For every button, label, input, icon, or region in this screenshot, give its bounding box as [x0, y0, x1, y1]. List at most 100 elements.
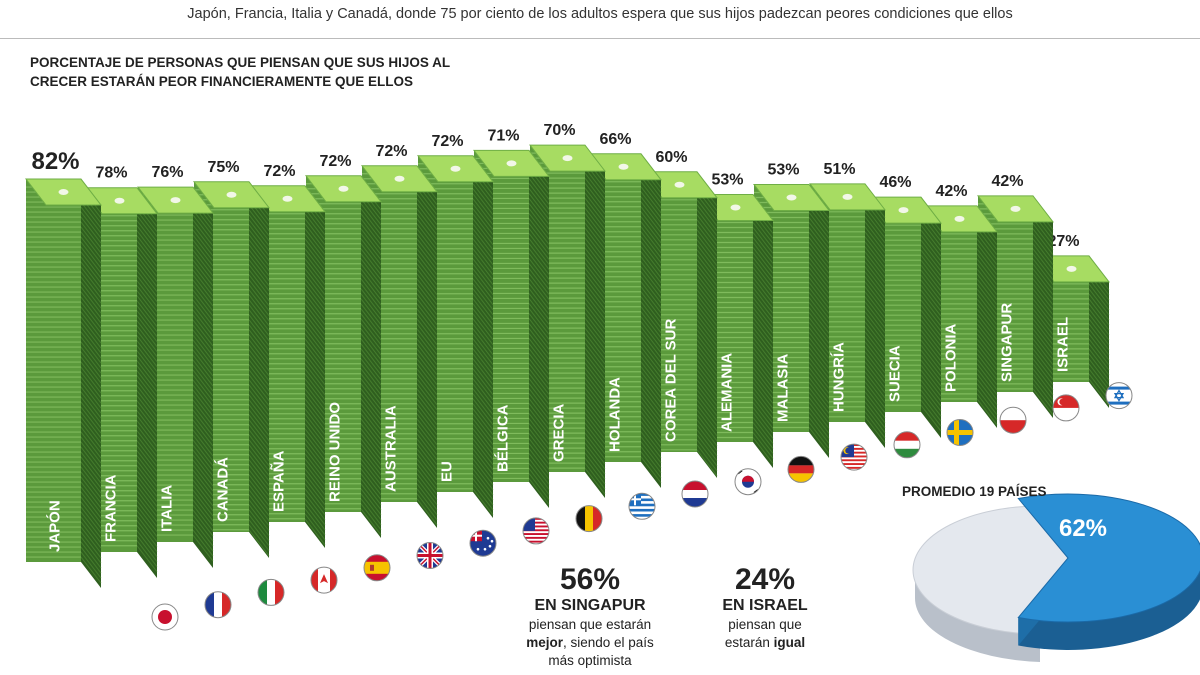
- bar-side: [529, 150, 549, 508]
- value-label: 72%: [375, 143, 407, 160]
- singapore-stat-value: 56%: [559, 563, 621, 596]
- category-label: JAPÓN: [46, 500, 64, 552]
- money-symbol: [786, 194, 797, 201]
- value-label: 27%: [1047, 233, 1079, 250]
- germany-flag: [787, 455, 815, 483]
- singapore-stat-line3: más optimista: [548, 653, 632, 668]
- category-label: CANADÁ: [215, 457, 232, 522]
- money-symbol: [170, 197, 181, 204]
- bar-stripes: [82, 195, 158, 573]
- money-symbol: [394, 175, 405, 182]
- singapore-stat-line2-rest: , siendo el país: [562, 635, 654, 650]
- bar-group: ISRAEL 27%: [1032, 233, 1111, 408]
- money-symbol: [1066, 265, 1077, 272]
- money-symbol: [506, 160, 517, 167]
- spain-flag: [363, 554, 391, 582]
- category-label: POLONIA: [943, 323, 960, 392]
- money-symbol: [282, 195, 293, 202]
- israel-stat-value: 24%: [734, 563, 796, 596]
- category-label: ALEMANIA: [719, 353, 736, 432]
- israel-stat-line1: piensan que: [728, 617, 802, 632]
- hungary-flag: [893, 431, 921, 459]
- israel-stat-line2: estarán igual: [700, 634, 830, 652]
- money-symbol: [114, 197, 125, 204]
- money-symbol: [1010, 205, 1021, 212]
- category-label: FRANCIA: [103, 474, 120, 542]
- category-label: SINGAPUR: [999, 303, 1016, 382]
- usa-flag: [522, 517, 550, 545]
- money-symbol: [898, 207, 909, 214]
- israel-stat-line2-pre: estarán: [724, 635, 774, 650]
- uk-flag: [416, 542, 444, 569]
- singapore-flag: [1052, 394, 1080, 422]
- south-korea-flag: [734, 468, 762, 496]
- belgium-flag: [575, 505, 603, 533]
- japan-flag: [151, 603, 179, 631]
- value-label: 71%: [487, 127, 519, 144]
- chart-title: PORCENTAJE DE PERSONAS QUE PIENSAN QUE S…: [30, 55, 450, 89]
- value-label: 72%: [431, 133, 463, 150]
- canada-flag: [310, 566, 338, 594]
- money-symbol: [450, 165, 461, 172]
- header-divider: [0, 38, 1200, 39]
- category-label: EU: [439, 461, 456, 482]
- bar-stripes: [362, 173, 438, 526]
- money-symbol: [58, 189, 69, 196]
- money-symbol: [226, 191, 237, 198]
- bar-stripes: [26, 186, 102, 584]
- poland-flag: [999, 406, 1027, 434]
- singapore-stat: 56% EN SINGAPUR piensan que estarán mejo…: [500, 564, 680, 670]
- netherlands-flag: [681, 480, 709, 508]
- category-label: ITALIA: [159, 485, 176, 532]
- sweden-flag: [946, 419, 974, 446]
- malaysia-flag: [840, 443, 868, 471]
- value-label: 42%: [991, 173, 1023, 190]
- intro-text: Japón, Francia, Italia y Canadá, donde 7…: [187, 6, 1013, 22]
- money-symbol: [730, 204, 741, 211]
- singapore-stat-subtitle: EN SINGAPUR: [534, 597, 646, 614]
- value-label: 82%: [31, 148, 79, 175]
- category-label: ISRAEL: [1055, 317, 1072, 372]
- value-label: 78%: [95, 165, 127, 182]
- money-symbol: [338, 185, 349, 192]
- value-label: 60%: [655, 149, 687, 166]
- value-label: 51%: [823, 161, 855, 178]
- value-label: 75%: [207, 159, 239, 176]
- pie-slice: [1017, 493, 1200, 623]
- bar: [26, 179, 81, 562]
- singapore-stat-bold: mejor: [526, 635, 563, 650]
- greece-flag: [628, 492, 656, 520]
- australia-flag: [469, 529, 497, 557]
- money-symbol: [674, 181, 685, 188]
- bar-group: JAPÓN 82%: [24, 148, 103, 588]
- category-label: HUNGRÍA: [831, 342, 848, 412]
- value-label: 53%: [711, 171, 743, 188]
- category-label: ESPAÑA: [270, 450, 288, 512]
- category-label: GRECIA: [551, 403, 568, 462]
- category-label: HOLANDA: [607, 377, 624, 452]
- category-label: BÉLGICA: [495, 404, 512, 472]
- money-symbol: [842, 193, 853, 200]
- value-label: 72%: [319, 153, 351, 170]
- category-label: MALASIA: [775, 354, 792, 422]
- singapore-stat-line2: mejor, siendo el país: [500, 634, 680, 652]
- category-label: COREA DEL SUR: [663, 318, 680, 442]
- money-symbol: [954, 215, 965, 222]
- pie-title: PROMEDIO 19 PAÍSES: [902, 484, 1047, 499]
- value-label: 72%: [263, 163, 295, 180]
- value-label: 66%: [599, 131, 631, 148]
- category-label: SUECIA: [887, 345, 904, 402]
- singapore-stat-line1: piensan que estarán: [528, 617, 652, 632]
- bar-side: [641, 153, 661, 488]
- israel-stat-bold: igual: [773, 635, 806, 650]
- money-symbol: [618, 163, 629, 170]
- value-label: 53%: [767, 161, 799, 178]
- value-label: 70%: [543, 122, 575, 139]
- france-flag: [204, 591, 232, 619]
- pie-value-label: 62%: [1059, 515, 1107, 542]
- value-label: 46%: [879, 174, 911, 191]
- israel-flag: [1105, 382, 1133, 410]
- value-label: 76%: [151, 164, 183, 181]
- italy-flag: [257, 578, 285, 606]
